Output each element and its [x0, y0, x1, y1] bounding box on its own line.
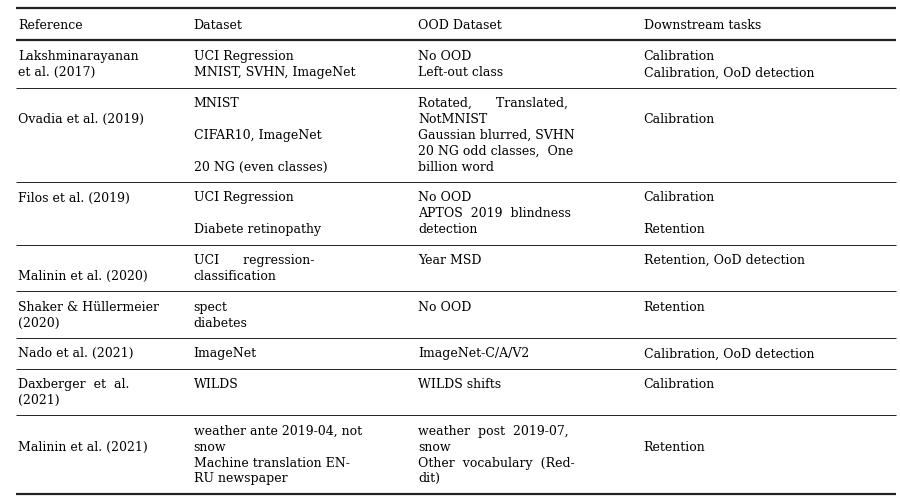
Text: UCI      regression-: UCI regression- — [194, 254, 314, 267]
Text: OOD Dataset: OOD Dataset — [418, 19, 502, 32]
Text: Diabete retinopathy: Diabete retinopathy — [194, 223, 320, 236]
Text: dit): dit) — [418, 472, 440, 485]
Text: (2020): (2020) — [18, 317, 59, 330]
Text: Retention, OoD detection: Retention, OoD detection — [644, 254, 805, 267]
Text: Calibration: Calibration — [644, 113, 715, 126]
Text: Calibration, OoD detection: Calibration, OoD detection — [644, 67, 814, 79]
Text: RU newspaper: RU newspaper — [194, 472, 287, 485]
Text: Lakshminarayanan: Lakshminarayanan — [18, 50, 139, 64]
Text: (2021): (2021) — [18, 394, 59, 407]
Text: 20 NG odd classes,  One: 20 NG odd classes, One — [418, 145, 574, 158]
Text: No OOD: No OOD — [418, 301, 472, 313]
Text: Year MSD: Year MSD — [418, 254, 482, 267]
Text: Machine translation EN-: Machine translation EN- — [194, 457, 349, 470]
Text: Dataset: Dataset — [194, 19, 242, 32]
Text: ImageNet-C/A/V2: ImageNet-C/A/V2 — [418, 347, 530, 360]
Text: spect: spect — [194, 301, 228, 313]
Text: WILDS: WILDS — [194, 378, 238, 391]
Text: NotMNIST: NotMNIST — [418, 113, 488, 126]
Text: Daxberger  et  al.: Daxberger et al. — [18, 378, 130, 391]
Text: Malinin et al. (2020): Malinin et al. (2020) — [18, 270, 148, 283]
Text: MNIST, SVHN, ImageNet: MNIST, SVHN, ImageNet — [194, 67, 355, 79]
Text: Gaussian blurred, SVHN: Gaussian blurred, SVHN — [418, 129, 575, 142]
Text: weather  post  2019-07,: weather post 2019-07, — [418, 425, 569, 437]
Text: Nado et al. (2021): Nado et al. (2021) — [18, 347, 133, 360]
Text: UCI Regression: UCI Regression — [194, 50, 293, 64]
Text: Retention: Retention — [644, 223, 706, 236]
Text: Left-out class: Left-out class — [418, 67, 504, 79]
Text: Calibration, OoD detection: Calibration, OoD detection — [644, 347, 814, 360]
Text: Calibration: Calibration — [644, 50, 715, 64]
Text: diabetes: diabetes — [194, 317, 248, 330]
Text: Calibration: Calibration — [644, 378, 715, 391]
Text: billion word: billion word — [418, 161, 494, 174]
Text: CIFAR10, ImageNet: CIFAR10, ImageNet — [194, 129, 321, 142]
Text: Ovadia et al. (2019): Ovadia et al. (2019) — [18, 113, 144, 126]
Text: snow: snow — [194, 440, 226, 454]
Text: classification: classification — [194, 270, 276, 283]
Text: Rotated,      Translated,: Rotated, Translated, — [418, 97, 569, 110]
Text: UCI Regression: UCI Regression — [194, 192, 293, 205]
Text: No OOD: No OOD — [418, 192, 472, 205]
Text: Calibration: Calibration — [644, 192, 715, 205]
Text: Shaker & Hüllermeier: Shaker & Hüllermeier — [18, 301, 159, 313]
Text: Downstream tasks: Downstream tasks — [644, 19, 760, 32]
Text: MNIST: MNIST — [194, 97, 239, 110]
Text: No OOD: No OOD — [418, 50, 472, 64]
Text: Retention: Retention — [644, 440, 706, 454]
Text: Filos et al. (2019): Filos et al. (2019) — [18, 192, 130, 205]
Text: WILDS shifts: WILDS shifts — [418, 378, 501, 391]
Text: APTOS  2019  blindness: APTOS 2019 blindness — [418, 207, 572, 220]
Text: et al. (2017): et al. (2017) — [18, 67, 95, 79]
Text: Retention: Retention — [644, 301, 706, 313]
Text: weather ante 2019-04, not: weather ante 2019-04, not — [194, 425, 362, 437]
Text: snow: snow — [418, 440, 451, 454]
Text: Reference: Reference — [18, 19, 83, 32]
Text: Malinin et al. (2021): Malinin et al. (2021) — [18, 440, 148, 454]
Text: detection: detection — [418, 223, 478, 236]
Text: 20 NG (even classes): 20 NG (even classes) — [194, 161, 327, 174]
Text: ImageNet: ImageNet — [194, 347, 256, 360]
Text: Other  vocabulary  (Red-: Other vocabulary (Red- — [418, 457, 575, 470]
